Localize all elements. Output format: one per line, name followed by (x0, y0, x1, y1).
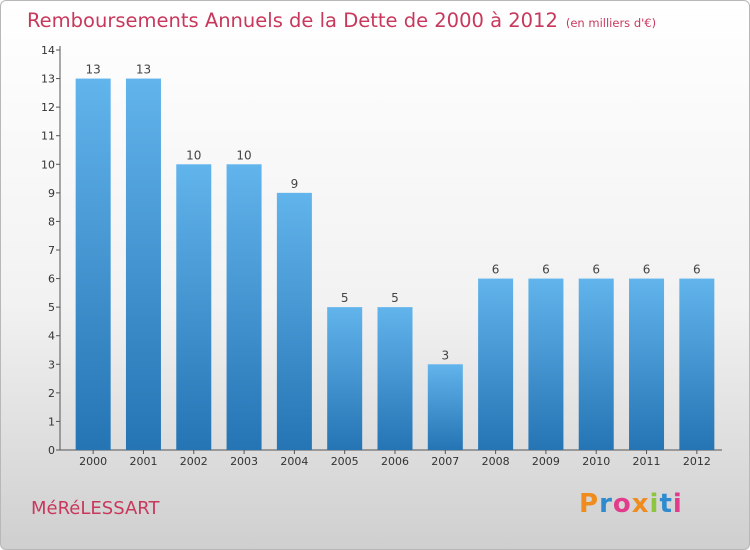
bar (276, 192, 312, 450)
y-tick-label: 8 (48, 215, 55, 228)
data-label: 6 (492, 263, 500, 277)
logo-letter: t (659, 489, 673, 519)
logo-letter: i (649, 489, 660, 519)
bar (176, 164, 212, 451)
data-label: 13 (86, 63, 101, 77)
x-tick-label: 2007 (431, 455, 459, 468)
chart-title: Remboursements Annuels de la Dette de 20… (27, 9, 657, 32)
data-label: 6 (643, 263, 651, 277)
data-label: 10 (236, 148, 251, 162)
y-tick-label: 4 (48, 330, 55, 343)
y-tick-label: 6 (48, 273, 55, 286)
logo-letter: x (631, 489, 650, 519)
bar (528, 278, 564, 450)
bar (478, 278, 514, 450)
bar (377, 307, 413, 450)
logo-letter: r (599, 489, 613, 519)
x-tick-label: 2009 (532, 455, 560, 468)
logo-letter: o (612, 489, 632, 519)
y-tick-label: 0 (48, 444, 55, 457)
x-tick-label: 2012 (683, 455, 711, 468)
y-tick-label: 12 (41, 101, 55, 114)
data-label: 6 (592, 263, 600, 277)
y-tick-label: 1 (48, 415, 55, 428)
x-tick-label: 2008 (482, 455, 510, 468)
x-tick-label: 2003 (230, 455, 258, 468)
bar (226, 164, 262, 451)
bar (629, 278, 665, 450)
data-label: 6 (542, 263, 550, 277)
data-label: 10 (186, 148, 201, 162)
y-tick-label: 10 (41, 158, 55, 171)
y-tick-label: 11 (41, 130, 55, 143)
y-tick-label: 14 (41, 44, 55, 57)
bar (679, 278, 715, 450)
bar (427, 364, 463, 450)
x-tick-label: 2006 (381, 455, 409, 468)
bar (125, 78, 161, 451)
x-tick-label: 2011 (633, 455, 661, 468)
data-label: 3 (441, 348, 449, 362)
commune-name: MéRéLESSART (31, 498, 160, 519)
x-tick-label: 2002 (180, 455, 208, 468)
logo-letter: i (672, 489, 683, 519)
data-label: 13 (136, 63, 151, 77)
y-tick-label: 5 (48, 301, 55, 314)
data-label: 5 (391, 291, 399, 305)
data-label: 6 (693, 263, 701, 277)
bar (327, 307, 363, 450)
y-tick-label: 7 (48, 244, 55, 257)
x-tick-label: 2004 (280, 455, 308, 468)
logo-letter: P (579, 489, 600, 519)
x-tick-label: 2010 (582, 455, 610, 468)
x-tick-label: 2000 (79, 455, 107, 468)
data-label: 5 (341, 291, 349, 305)
y-tick-label: 3 (48, 358, 55, 371)
chart-unit: (en milliers d'€) (565, 16, 657, 30)
x-tick-label: 2001 (129, 455, 157, 468)
y-tick-label: 2 (48, 387, 55, 400)
bar (578, 278, 614, 450)
x-tick-label: 2005 (331, 455, 359, 468)
data-label: 9 (291, 177, 299, 191)
y-tick-label: 9 (48, 187, 55, 200)
bar (75, 78, 111, 451)
proxiti-logo: Proxiti (579, 489, 683, 519)
y-tick-label: 13 (41, 73, 55, 86)
